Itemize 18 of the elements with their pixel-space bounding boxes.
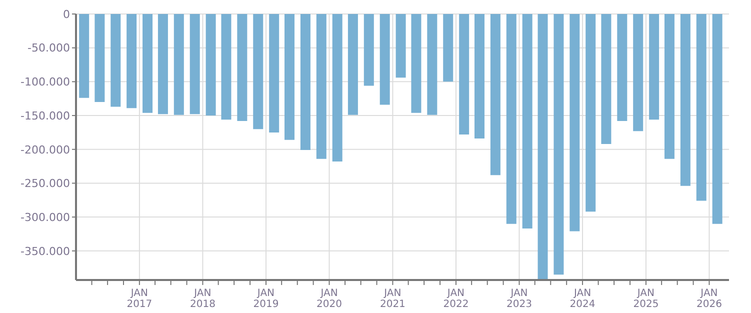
y-tick-label: -100.000	[20, 76, 70, 89]
x-tick-label: JAN 2023	[506, 288, 532, 310]
x-tick-label: JAN 2018	[190, 288, 216, 310]
y-tick-label: -200.000	[20, 143, 70, 156]
x-tick-label: JAN 2026	[696, 288, 722, 310]
x-tick-label: JAN 2017	[126, 288, 152, 310]
x-tick-label: JAN 2020	[316, 288, 342, 310]
x-tick-label: JAN 2024	[570, 288, 596, 310]
y-tick-label: -300.000	[20, 210, 70, 224]
y-tick-label: 0	[63, 8, 70, 21]
x-tick-label: JAN 2025	[633, 288, 659, 310]
x-tick-label: JAN 2022	[443, 288, 469, 310]
x-tick-label: JAN 2019	[253, 288, 279, 310]
y-tick-label: -150.000	[20, 109, 70, 122]
y-tick-label: -350.000	[20, 244, 70, 258]
y-tick-label: -50.000	[28, 42, 70, 55]
y-tick-label: -250.000	[20, 177, 70, 190]
x-tick-label: JAN 2021	[380, 288, 406, 310]
